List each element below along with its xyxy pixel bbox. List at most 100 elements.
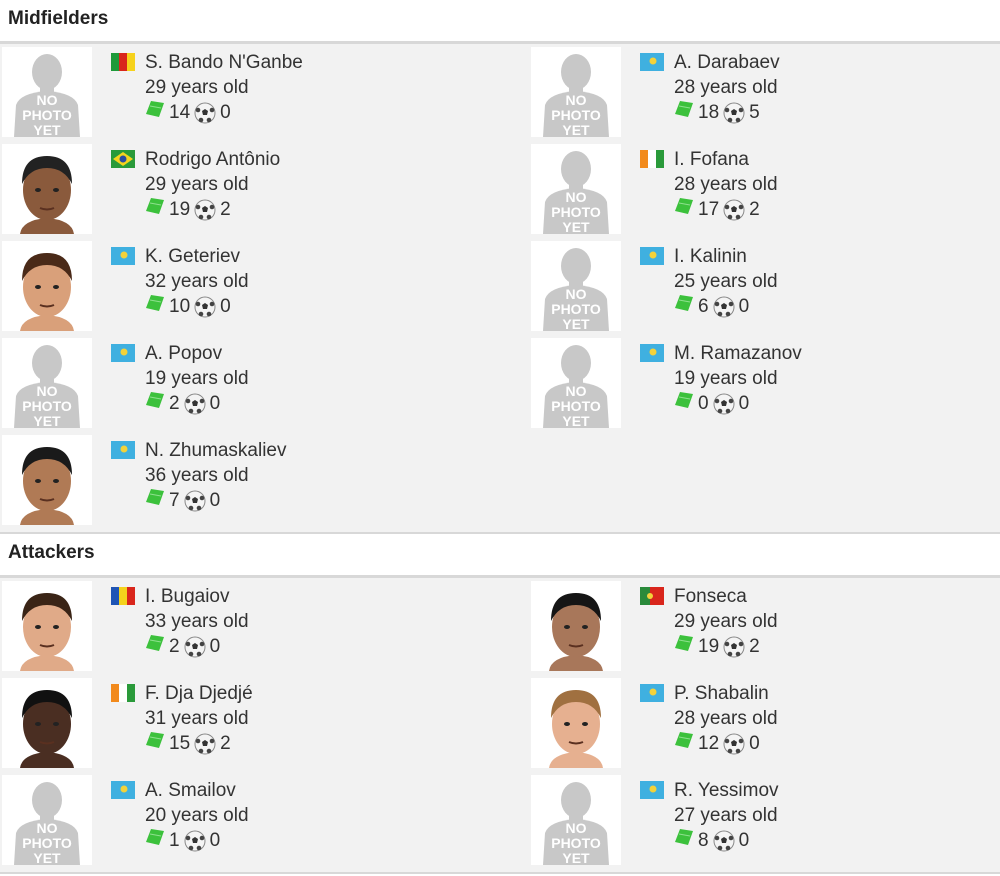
no-photo-placeholder[interactable]: NO PHOTO YET	[531, 338, 621, 428]
appearances-count: 2	[169, 636, 180, 657]
no-photo-placeholder[interactable]: NO PHOTO YET	[2, 47, 92, 137]
player-card: P. Shabalin 28 years old 12 0	[529, 678, 1000, 775]
appearances-count: 15	[169, 733, 191, 754]
appearances-count: 10	[169, 296, 191, 317]
goals-count: 5	[749, 102, 760, 123]
player-age: 28 years old	[674, 174, 778, 195]
soccer-ball-icon	[723, 102, 745, 124]
appearances-card-icon	[145, 294, 165, 319]
svg-text:NO: NO	[37, 383, 58, 399]
flag-portugal-icon	[640, 587, 664, 605]
player-age: 20 years old	[145, 805, 249, 826]
player-photo[interactable]	[2, 241, 92, 331]
no-photo-placeholder[interactable]: NO PHOTO YET	[2, 338, 92, 428]
svg-text:PHOTO: PHOTO	[551, 204, 601, 220]
player-name-link[interactable]: P. Shabalin	[674, 683, 769, 704]
soccer-ball-icon	[723, 733, 745, 755]
svg-text:PHOTO: PHOTO	[22, 835, 72, 851]
goals-count: 0	[738, 830, 750, 851]
goals-count: 2	[749, 636, 760, 657]
goals-count: 0	[209, 830, 221, 851]
appearances-count: 1	[169, 830, 180, 851]
no-photo-placeholder[interactable]: NO PHOTO YET	[2, 775, 92, 865]
svg-text:PHOTO: PHOTO	[551, 398, 601, 414]
no-photo-placeholder[interactable]: NO PHOTO YET	[531, 47, 621, 137]
appearances-count: 0	[698, 393, 709, 414]
svg-text:YET: YET	[562, 122, 590, 137]
player-name-link[interactable]: M. Ramazanov	[674, 343, 802, 364]
player-name-link[interactable]: A. Smailov	[145, 780, 236, 801]
appearances-card-icon	[145, 828, 165, 853]
player-age: 31 years old	[145, 708, 249, 729]
player-name-link[interactable]: I. Bugaiov	[145, 586, 230, 607]
soccer-ball-icon	[184, 636, 206, 658]
player-name-link[interactable]: I. Fofana	[674, 149, 749, 170]
goals-count: 2	[220, 733, 231, 754]
player-name-link[interactable]: N. Zhumaskaliev	[145, 440, 287, 461]
player-card: Fonseca 29 years old 19 2	[529, 581, 1000, 678]
player-name-link[interactable]: A. Popov	[145, 343, 223, 364]
svg-text:NO: NO	[37, 820, 58, 836]
appearances-count: 6	[698, 296, 709, 317]
no-photo-placeholder[interactable]: NO PHOTO YET	[531, 144, 621, 234]
goals-count: 0	[220, 102, 231, 123]
player-photo[interactable]	[531, 581, 621, 671]
player-age: 33 years old	[145, 611, 249, 632]
section-header-midfielders: Midfielders	[0, 0, 1000, 44]
appearances-card-icon	[145, 731, 165, 756]
svg-text:YET: YET	[562, 219, 590, 234]
no-photo-placeholder[interactable]: NO PHOTO YET	[531, 775, 621, 865]
player-card: NO PHOTO YET A. Smailov 20 years old 1 0	[0, 775, 529, 872]
flag-ivory-coast-icon	[111, 684, 135, 702]
player-age: 25 years old	[674, 271, 778, 292]
svg-text:PHOTO: PHOTO	[22, 398, 72, 414]
appearances-count: 17	[698, 199, 720, 220]
player-photo[interactable]	[2, 144, 92, 234]
player-photo[interactable]	[2, 581, 92, 671]
flag-ivory-coast-icon	[640, 150, 664, 168]
appearances-count: 19	[169, 199, 191, 220]
soccer-ball-icon	[194, 296, 216, 318]
appearances-count: 19	[698, 636, 720, 657]
player-age: 29 years old	[145, 77, 249, 98]
player-photo[interactable]	[2, 678, 92, 768]
player-card: NO PHOTO YET A. Darabaev 28 years old 18…	[529, 47, 1000, 144]
flag-brazil-icon	[111, 150, 135, 168]
player-name-link[interactable]: Rodrigo Antônio	[145, 149, 281, 170]
svg-text:NO: NO	[566, 92, 587, 108]
svg-text:PHOTO: PHOTO	[22, 107, 72, 123]
player-name-link[interactable]: I. Kalinin	[674, 246, 747, 267]
svg-text:YET: YET	[33, 122, 61, 137]
player-name-link[interactable]: A. Darabaev	[674, 52, 780, 73]
player-age: 29 years old	[145, 174, 249, 195]
player-name-link[interactable]: S. Bando N'Ganbe	[145, 52, 303, 73]
no-photo-placeholder[interactable]: NO PHOTO YET	[531, 241, 621, 331]
player-name-link[interactable]: R. Yessimov	[674, 780, 779, 801]
svg-text:NO: NO	[566, 820, 587, 836]
player-card: K. Geteriev 32 years old 10 0	[0, 241, 529, 338]
svg-text:NO: NO	[566, 286, 587, 302]
player-name-link[interactable]: K. Geteriev	[145, 246, 241, 267]
section-header-attackers: Attackers	[0, 534, 1000, 578]
soccer-ball-icon	[713, 830, 735, 852]
svg-text:PHOTO: PHOTO	[551, 835, 601, 851]
player-card: N. Zhumaskaliev 36 years old 7 0	[0, 435, 529, 532]
player-photo[interactable]	[2, 435, 92, 525]
svg-text:NO: NO	[566, 383, 587, 399]
goals-count: 0	[220, 296, 231, 317]
svg-text:YET: YET	[562, 316, 590, 331]
flag-kazakhstan-icon	[111, 781, 135, 799]
player-age: 32 years old	[145, 271, 249, 292]
flag-kazakhstan-icon	[640, 344, 664, 362]
player-name-link[interactable]: Fonseca	[674, 586, 747, 607]
svg-text:PHOTO: PHOTO	[551, 107, 601, 123]
flag-kazakhstan-icon	[640, 684, 664, 702]
player-grid: NO PHOTO YET S. Bando N'Ganbe 29 years o…	[0, 44, 1000, 534]
svg-text:PHOTO: PHOTO	[551, 301, 601, 317]
goals-count: 2	[749, 199, 760, 220]
player-photo[interactable]	[531, 678, 621, 768]
player-age: 19 years old	[145, 368, 249, 389]
player-name-link[interactable]: F. Dja Djedjé	[145, 683, 253, 704]
appearances-card-icon	[674, 391, 694, 416]
